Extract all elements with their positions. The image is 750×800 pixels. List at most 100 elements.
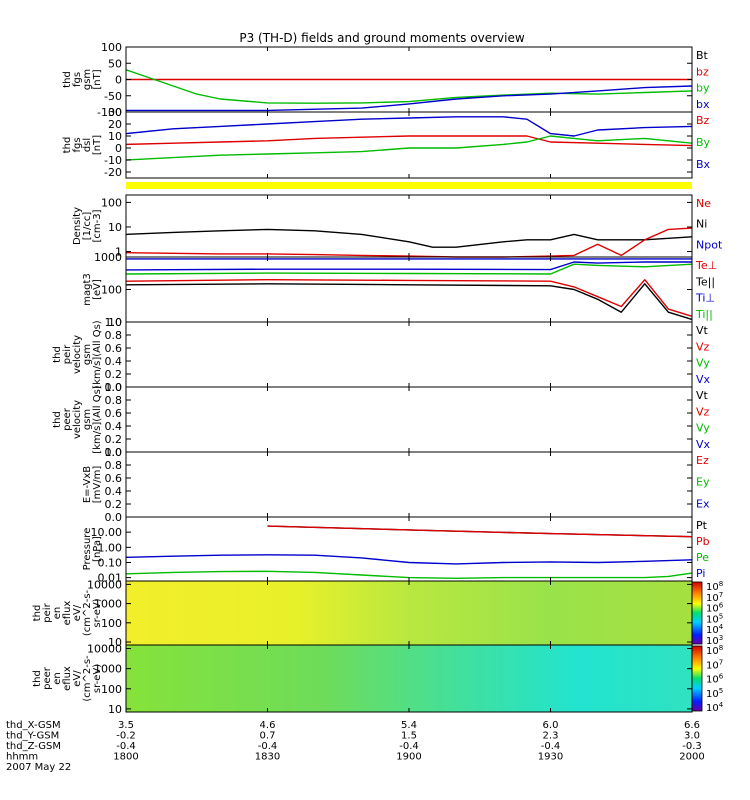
ephemeris-value: 4.6 [260,720,276,731]
panel-temperature: 1000 100 10 magt3 [eV] Te⊥ Te|| Ti⊥ Ti|| [82,251,717,329]
legend-entry-Vz: Vz [696,405,710,418]
y-axis-label: thd fgs dsl [nT] [62,135,103,155]
y-tick-label: 50 [108,57,122,70]
ephemeris-value: -0.4 [399,741,419,752]
y-tick-label: 100 [101,617,122,630]
ephemeris-value: 1930 [538,752,563,763]
y-axis-label-line: eflux [62,601,73,626]
panel-frame [125,321,693,388]
y-tick-label: 1000 [94,663,122,676]
legend-entry-bz: bz [696,65,709,78]
y-axis-label-line: eV/ [72,670,83,687]
y-tick-label: 0.4 [105,485,123,498]
ephemeris-value: 3.0 [684,731,700,742]
ephemeris-value: 1830 [255,752,280,763]
y-axis-label: Density [1/cc] [cm-3] [72,207,103,245]
plot-date: 2007 May 22 [6,762,71,773]
y-axis-label: thd peer velocity gsm [km/s](All Qs) [52,385,103,453]
y-tick-label: 0.2 [105,368,123,381]
ephemeris-value: 6.6 [684,720,700,731]
y-axis-label-line: dsl [82,138,93,152]
legend-entry-Ey: Ey [696,476,710,489]
legend-entry-Vx: Vx [696,438,711,451]
panel-fgs_gsm: 100 50 0 -50 -100 thd fgs gsm [nT] Bt bz by bx [62,41,710,119]
y-tick-label: -100 [97,106,122,119]
y-axis-label-line: en [52,672,63,685]
series-line-Pb [267,525,693,538]
legend-entry-Ne: Ne [696,197,711,210]
ephemeris-row-label: hhmm [6,752,38,763]
y-tick-label: 10 [108,130,122,143]
series-line-Ti|| [125,263,693,275]
y-axis-label-line: peer [42,666,53,690]
y-tick-label: 0.0 [105,381,123,394]
panel-frame [125,451,693,518]
y-tick-label: 0.10 [98,556,123,569]
y-axis-label-line: thd [62,71,73,88]
y-tick-label: 100 [101,284,122,297]
panel-status_bar [126,182,692,189]
y-tick-label: 0.8 [105,329,123,342]
y-tick-label: 0.6 [105,342,123,355]
series-line-Te⊥ [125,279,693,317]
legend-entry-Vy: Vy [696,357,710,370]
y-axis-label-line: thd [62,137,73,154]
y-tick-label: 0.0 [105,511,123,524]
y-axis-label: thd fgs gsm [nT] [62,69,103,90]
series-line-by [125,69,693,104]
y-tick-label: 0.01 [98,572,123,585]
y-axis-label-line: velocity [72,335,83,374]
ephemeris-value: -0.4 [258,741,278,752]
y-axis-label-line: E=-VxB [82,466,93,503]
ephemeris-value: 2000 [679,752,704,763]
y-axis-label-line: en [52,607,63,620]
y-tick-label: 1000 [94,598,122,611]
y-axis-label: thd peir en eflux eV/(cm^2-s-sr-eV) [32,589,103,636]
y-axis-label-line: [km/s](All Qs) [92,320,103,388]
series-line-Ti⊥ [125,261,692,271]
legend-entry-by: by [696,82,710,95]
y-axis-label-line: peer [62,407,73,431]
y-tick-label: 30 [108,106,122,119]
panel-density: 100 10 1 Density [1/cc] [cm-3] Ne Ni Npot [72,194,723,260]
y-axis-label-line: thd [32,605,43,622]
legend-entry-Te||: Te|| [695,275,715,288]
y-axis-label-line: thd [52,346,63,363]
status-bar [126,182,692,189]
y-axis-label-line: sr-eV) [92,664,103,693]
y-axis-label: E=-VxB [mV/m] [82,466,103,504]
y-tick-label: 0.2 [105,498,123,511]
y-tick-label: 10000 [87,643,122,656]
series-line-Ne [125,227,693,258]
legend-entry-Ti⊥: Ti⊥ [695,292,715,305]
series-line-Bz [125,135,693,147]
legend-entry-Pb: Pb [696,535,710,548]
y-tick-label: 0.0 [105,446,123,459]
y-tick-label: -50 [104,90,122,103]
ephemeris-value: 0.7 [260,731,276,742]
ephemeris-value: 5.4 [401,720,417,731]
y-tick-label: 100 [101,196,122,209]
y-axis-label-line: gsm [82,344,93,365]
ephemeris-value: 1.5 [401,731,417,742]
y-axis-label-line: [1/cc] [82,212,93,241]
y-tick-label: 10 [108,636,122,649]
colorbar-label: 104 [706,701,724,714]
y-tick-label: 0 [115,142,122,155]
y-axis-label-line: peir [42,602,53,622]
legend-entry-Ez: Ez [696,454,709,467]
ephemeris-value: -0.3 [682,741,702,752]
ephemeris-row-label: thd_X-GSM [6,720,61,731]
legend-entry-Bz: Bz [696,114,710,127]
panel-frame [125,111,693,179]
ephemeris-value: 6.0 [543,720,559,731]
y-tick-label: -10 [104,154,122,167]
ephemeris-value: 2.3 [543,731,559,742]
ephemeris-value: -0.4 [116,741,136,752]
